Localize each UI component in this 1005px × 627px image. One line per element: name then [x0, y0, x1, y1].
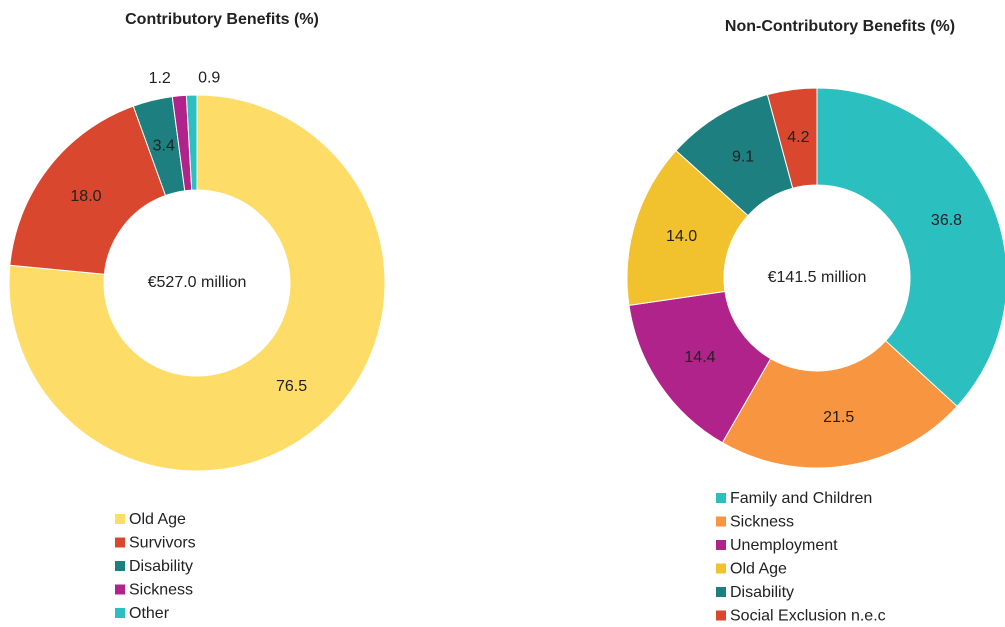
data-label: 36.8 — [931, 212, 962, 229]
center-label: €527.0 million — [148, 274, 247, 291]
data-label: 1.2 — [149, 70, 171, 87]
donut-slice — [185, 94, 198, 191]
legend-label: Disability — [730, 584, 794, 601]
donut-slice — [766, 87, 818, 189]
chart-title: Contributory Benefits (%) — [125, 11, 319, 28]
legend-label: Social Exclusion n.e.c — [730, 608, 886, 625]
legend-label: Disability — [129, 558, 193, 575]
legend-swatch — [115, 584, 125, 595]
legend-label: Survivors — [129, 535, 196, 552]
legend-swatch — [115, 514, 125, 524]
donut-slice — [9, 105, 167, 275]
legend-swatch — [716, 587, 726, 597]
legend-swatch — [115, 561, 125, 571]
chart-title: Non-Contributory Benefits (%) — [725, 18, 955, 35]
legend-swatch — [115, 537, 125, 548]
data-label: 21.5 — [823, 409, 854, 426]
legend-label: Other — [129, 605, 170, 622]
data-label: 14.4 — [684, 349, 715, 366]
legend-label: Unemployment — [730, 537, 838, 554]
legend-swatch — [716, 563, 726, 574]
data-label: 76.5 — [276, 378, 307, 395]
data-label: 3.4 — [153, 138, 175, 155]
center-label: €141.5 million — [768, 269, 867, 286]
legend-label: Sickness — [129, 582, 193, 599]
data-label: 4.2 — [787, 129, 809, 146]
legend-label: Sickness — [730, 514, 794, 531]
donut-slice — [816, 87, 1005, 408]
legend-swatch — [115, 608, 125, 618]
legend-swatch — [716, 516, 726, 527]
data-label: 14.0 — [666, 228, 697, 245]
legend-label: Old Age — [129, 511, 186, 528]
data-label: 0.9 — [198, 69, 220, 86]
legend-label: Old Age — [730, 561, 787, 578]
data-label: 18.0 — [70, 188, 101, 205]
legend-swatch — [716, 540, 726, 550]
legend-label: Family and Children — [730, 490, 872, 507]
legend-swatch — [716, 493, 726, 503]
legend-swatch — [716, 610, 726, 621]
donut-slice — [721, 340, 958, 469]
data-label: 9.1 — [732, 149, 754, 166]
donut-slice — [8, 94, 386, 472]
